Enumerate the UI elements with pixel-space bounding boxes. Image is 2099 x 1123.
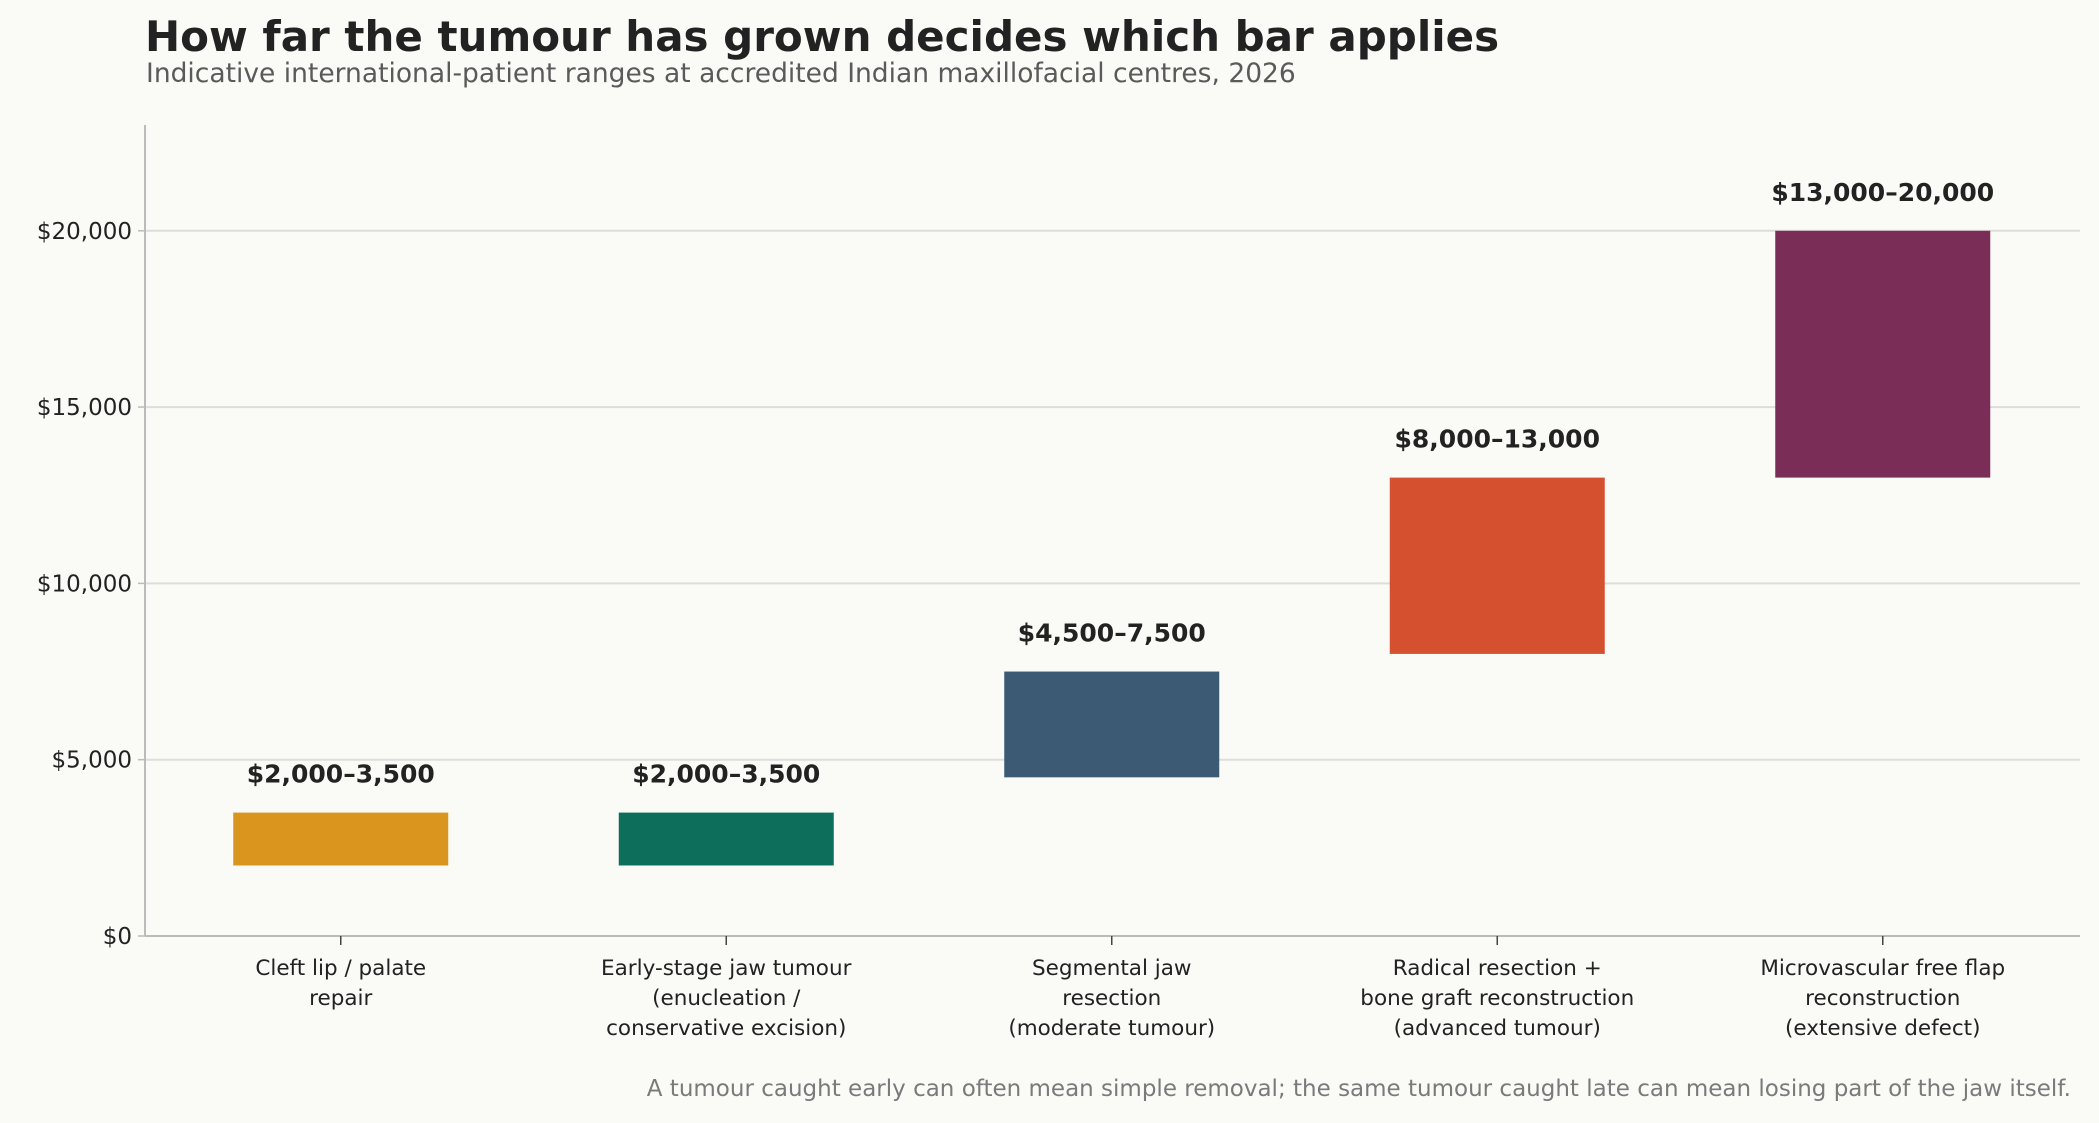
range-data-label: $13,000–20,000 <box>1771 178 1994 207</box>
chart-subtitle: Indicative international-patient ranges … <box>146 58 1296 89</box>
x-category-label-line: conservative excision) <box>606 1016 846 1041</box>
x-category-label-line: reconstruction <box>1805 986 1960 1011</box>
range-bar <box>1004 671 1220 778</box>
axes <box>138 125 2080 945</box>
x-category-label-line: (advanced tumour) <box>1394 1016 1601 1041</box>
x-category-label-line: (moderate tumour) <box>1008 1016 1215 1041</box>
x-category-labels: Cleft lip / palate repair Early-stage jaw … <box>255 956 2005 1041</box>
range-bar <box>1389 477 1605 654</box>
x-category-label-line: repair <box>309 986 372 1011</box>
x-category-label: Microvascular free flap reconstruction (ex… <box>1760 956 2005 1041</box>
x-category-label-line: bone graft reconstruction <box>1360 986 1634 1011</box>
range-data-label: $4,500–7,500 <box>1018 619 1206 648</box>
range-data-label: $8,000–13,000 <box>1395 425 1600 454</box>
x-category-label: Early-stage jaw tumour (enucleation / cons… <box>601 956 852 1041</box>
x-category-label: Cleft lip / palate repair <box>255 956 426 1011</box>
x-category-label-line: Radical resection + <box>1393 956 1602 981</box>
y-tick-label: $10,000 <box>37 571 132 597</box>
x-category-label: Segmental jaw resection (moderate tumour) <box>1008 956 1215 1041</box>
x-category-label: Radical resection + bone graft reconstruc… <box>1360 956 1634 1041</box>
x-category-label-line: Early-stage jaw tumour <box>601 956 852 981</box>
x-category-label-line: Microvascular free flap <box>1760 956 2005 981</box>
chart-footnote: A tumour caught early can often mean sim… <box>646 1076 2071 1102</box>
bars <box>233 230 1991 866</box>
y-tick-label: $0 <box>103 924 132 950</box>
x-category-label-line: (enucleation / <box>652 986 801 1011</box>
range-bar <box>1775 230 1991 478</box>
x-category-label-line: resection <box>1062 986 1161 1011</box>
x-category-label-line: Cleft lip / palate <box>255 956 426 981</box>
range-bar <box>618 812 834 866</box>
x-category-label-line: Segmental jaw <box>1032 956 1191 981</box>
x-category-label-line: (extensive defect) <box>1785 1016 1981 1041</box>
range-data-label: $2,000–3,500 <box>632 760 820 789</box>
data-labels: $2,000–3,500 $2,000–3,500 $4,500–7,500 $8,0… <box>247 178 1994 789</box>
y-tick-labels: $0 $5,000 $10,000 $15,000 $20,000 <box>37 219 132 950</box>
y-tick-label: $20,000 <box>37 219 132 245</box>
y-tick-label: $5,000 <box>52 748 132 774</box>
chart-title: How far the tumour has grown decides whi… <box>145 12 1500 61</box>
y-tick-label: $15,000 <box>37 395 132 421</box>
range-data-label: $2,000–3,500 <box>247 760 435 789</box>
range-bar <box>233 812 449 866</box>
